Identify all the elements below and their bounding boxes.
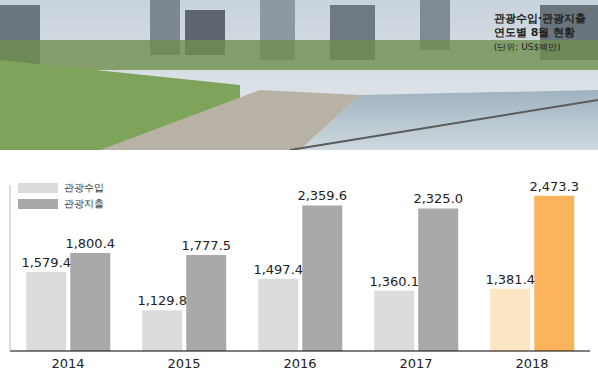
svg-text:2017: 2017 bbox=[399, 356, 432, 371]
html-text:관광지출: 관광지출 bbox=[64, 198, 104, 209]
svg-text:2015: 2015 bbox=[167, 356, 200, 371]
html-text:관광수입·관광지출: 관광수입·관광지출 bbox=[493, 12, 586, 25]
svg-text:1,497.4: 1,497.4 bbox=[253, 262, 303, 277]
svg-text:1,381.4: 1,381.4 bbox=[485, 272, 535, 287]
svg-text:1,360.1: 1,360.1 bbox=[369, 274, 419, 289]
svg-text:2018: 2018 bbox=[515, 356, 548, 371]
html-text:연도별 8월 현황: 연도별 8월 현황 bbox=[493, 26, 576, 39]
svg-text:2,325.0: 2,325.0 bbox=[413, 191, 463, 206]
svg-text:2,473.3: 2,473.3 bbox=[529, 179, 579, 194]
svg-text:2014: 2014 bbox=[51, 356, 84, 371]
html-text:(단위: US$백만): (단위: US$백만) bbox=[493, 42, 561, 52]
svg-text:1,777.5: 1,777.5 bbox=[181, 238, 231, 253]
svg-text:2016: 2016 bbox=[283, 356, 316, 371]
svg-text:1,800.4: 1,800.4 bbox=[65, 236, 115, 251]
svg-text:2,359.6: 2,359.6 bbox=[297, 188, 347, 203]
svg-text:1,129.8: 1,129.8 bbox=[137, 293, 187, 308]
html-text:관광수입: 관광수입 bbox=[64, 182, 104, 193]
svg-text:1,579.4: 1,579.4 bbox=[21, 255, 71, 270]
